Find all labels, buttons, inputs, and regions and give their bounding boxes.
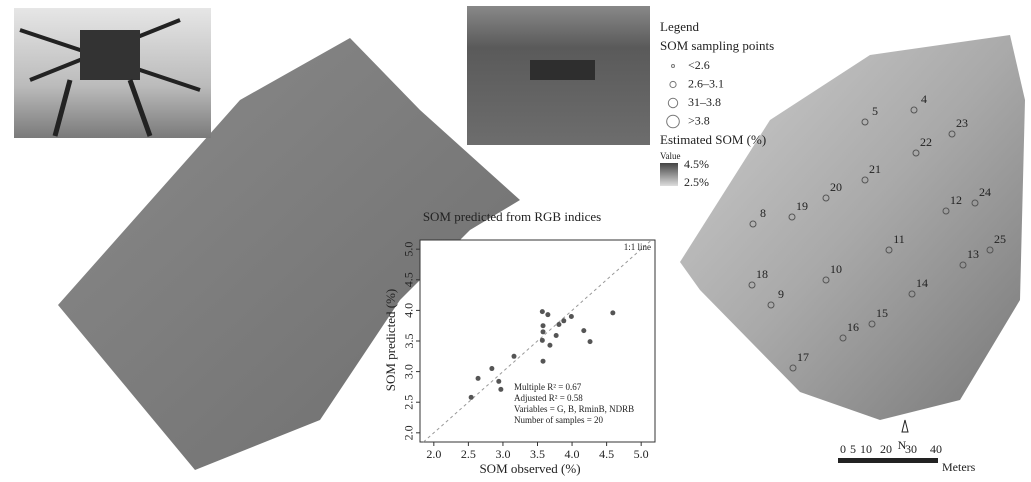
y-tick-label: 4.5	[402, 272, 416, 287]
sample-label: 9	[778, 287, 784, 301]
point	[512, 354, 517, 359]
legend-label: Value	[660, 151, 681, 161]
point	[554, 333, 559, 338]
scale-label: 40	[930, 442, 942, 456]
x-tick-label: 2.0	[426, 447, 441, 461]
x-tick-label: 2.5	[461, 447, 476, 461]
y-tick-label: 2.5	[402, 395, 416, 410]
point	[540, 309, 545, 314]
sample-label: 10	[830, 262, 842, 276]
som-map	[680, 35, 1025, 420]
y-tick-label: 5.0	[402, 242, 416, 257]
sample-label: 20	[830, 180, 842, 194]
sample-label: 5	[872, 104, 878, 118]
x-tick-label: 3.0	[495, 447, 510, 461]
sample-label: 8	[760, 206, 766, 220]
tractor-photo	[467, 6, 650, 145]
sample-label: 21	[869, 162, 881, 176]
annotation: Number of samples = 20	[514, 415, 604, 425]
legend-label: <2.6	[688, 58, 710, 72]
y-tick-label: 3.0	[402, 364, 416, 379]
legend-label: 31–3.8	[688, 95, 721, 109]
x-tick-label: 4.5	[599, 447, 614, 461]
sample-label: 11	[893, 232, 905, 246]
sample-label: 22	[920, 135, 932, 149]
point	[545, 312, 550, 317]
sample-label: 17	[797, 350, 809, 364]
legend-label: 2.5%	[684, 175, 709, 189]
sample-label: 25	[994, 232, 1006, 246]
legend-symbol	[670, 81, 676, 87]
annotation: Multiple R² = 0.67	[514, 382, 582, 392]
legend-symbol	[668, 98, 677, 107]
x-tick-label: 5.0	[634, 447, 649, 461]
point	[498, 387, 503, 392]
annotation: Adjusted R² = 0.58	[514, 393, 583, 403]
point	[569, 314, 574, 319]
legend-symbol	[667, 115, 680, 128]
sample-label: 15	[876, 306, 888, 320]
sample-label: 23	[956, 116, 968, 130]
legend-label: 4.5%	[684, 157, 709, 171]
point	[541, 323, 546, 328]
sample-label: 4	[921, 92, 927, 106]
x-axis-title: SOM observed (%)	[479, 461, 580, 476]
scale-label: 20	[880, 442, 892, 456]
y-tick-label: 4.0	[402, 303, 416, 318]
color-ramp	[660, 163, 678, 186]
point	[581, 328, 586, 333]
sample-label: 18	[756, 267, 768, 281]
drone-photo	[14, 8, 211, 138]
north-arrow	[902, 420, 908, 432]
legend-subtitle: Estimated SOM (%)	[660, 132, 766, 147]
scale-bar	[838, 458, 938, 463]
chart-title: SOM predicted from RGB indices	[423, 209, 601, 224]
scale-unit: Meters	[942, 460, 976, 474]
point	[541, 329, 546, 334]
point	[469, 395, 474, 400]
scale-label: 30	[905, 442, 917, 456]
scale-label: 5	[850, 442, 856, 456]
sample-label: 12	[950, 193, 962, 207]
point	[547, 343, 552, 348]
legend-label: 2.6–3.1	[688, 76, 724, 90]
y-axis-title: SOM predicted (%)	[383, 289, 398, 392]
y-tick-label: 3.5	[402, 334, 416, 349]
sample-label: 13	[967, 247, 979, 261]
sample-label: 19	[796, 199, 808, 213]
sample-label: 24	[979, 185, 991, 199]
sample-label: 14	[916, 276, 928, 290]
point	[496, 379, 501, 384]
point	[489, 366, 494, 371]
annotation: Variables = G, B, RminB, NDRB	[514, 404, 634, 414]
legend-label: >3.8	[688, 113, 710, 127]
scale-label: 10	[860, 442, 872, 456]
y-tick-label: 2.0	[402, 425, 416, 440]
legend-symbol	[672, 65, 675, 68]
sample-label: 16	[847, 320, 859, 334]
point	[541, 359, 546, 364]
point	[540, 338, 545, 343]
point	[561, 318, 566, 323]
scale-label: 0	[840, 442, 846, 456]
x-tick-label: 3.5	[530, 447, 545, 461]
figure: SOM predicted from RGB indices SOM obser…	[0, 0, 1031, 482]
point	[610, 310, 615, 315]
x-tick-label: 4.0	[565, 447, 580, 461]
legend-title: Legend	[660, 19, 699, 34]
annotation: 1:1 line	[624, 242, 651, 252]
point	[556, 322, 561, 327]
legend-subtitle: SOM sampling points	[660, 38, 774, 53]
point	[476, 376, 481, 381]
point	[588, 339, 593, 344]
